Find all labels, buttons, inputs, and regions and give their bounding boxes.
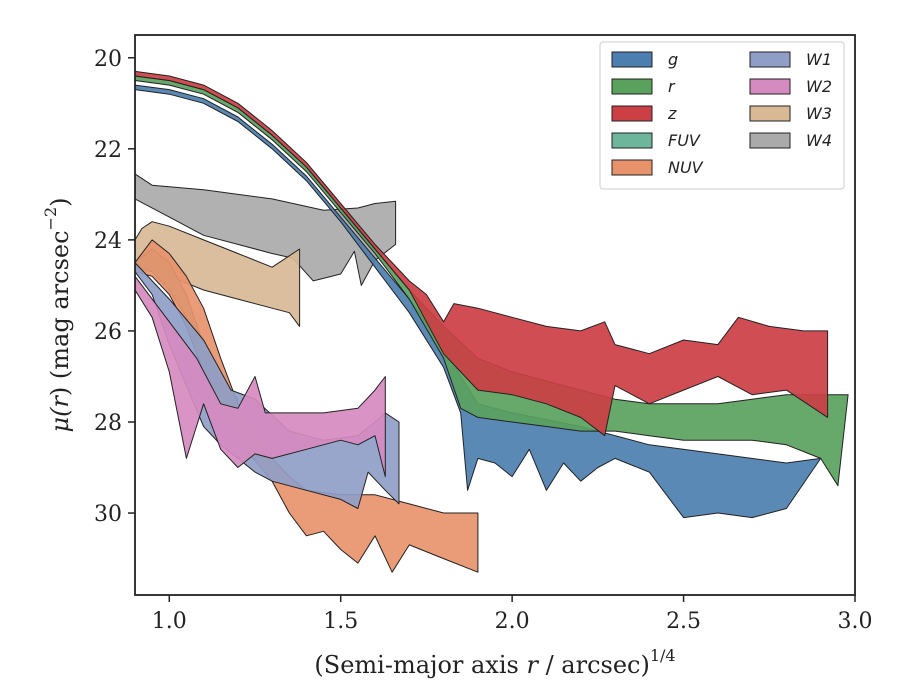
- x-axis-title-main: (Semi-major axis: [314, 651, 526, 679]
- y-tick-label: 26: [94, 320, 122, 345]
- legend-label-z: z: [667, 104, 677, 123]
- legend-label-w3: W3: [806, 104, 832, 123]
- band-z: [134, 70, 829, 437]
- bands: [134, 70, 849, 573]
- band-w4: [134, 173, 397, 286]
- y-axis-title-tail: ) (mag arcsec: [46, 230, 74, 396]
- legend-swatch-z: [611, 105, 653, 122]
- legend-label-w4: W4: [806, 131, 832, 150]
- x-tick-label: 3.0: [838, 609, 873, 634]
- legend-swatch-w2: [749, 78, 791, 95]
- legend-swatch-g: [611, 51, 653, 68]
- legend-swatch-w4: [749, 132, 791, 149]
- band-w2: [134, 275, 386, 478]
- legend-swatch-w3: [749, 105, 791, 122]
- y-axis-title-main: μ(: [46, 407, 74, 433]
- legend-swatch-r: [611, 78, 653, 95]
- legend-items: grz FUV NUV W1 W2 W3 W4: [611, 50, 832, 177]
- x-tick-label: 1.0: [152, 609, 187, 634]
- legend-label-r: r: [668, 77, 676, 96]
- legend-swatch-fuv: [611, 132, 653, 149]
- legend-label-w1: W1: [806, 50, 832, 69]
- y-axis-title-close: ): [46, 197, 74, 206]
- x-axis-title-tail: / arcsec): [538, 651, 650, 679]
- y-axis-title-exp: −2: [41, 207, 60, 231]
- x-axis-ticks: 1.0 1.5 2.0 2.5 3.0: [152, 595, 873, 634]
- y-tick-label: 28: [94, 411, 122, 436]
- y-tick-label: 24: [94, 229, 122, 254]
- legend-swatch-nuv: [611, 159, 653, 176]
- y-tick-label: 20: [94, 47, 122, 72]
- x-tick-label: 2.0: [495, 609, 530, 634]
- legend-swatch-w1: [749, 51, 791, 68]
- legend: grz FUV NUV W1 W2 W3 W4: [599, 41, 845, 190]
- y-axis-title-var: r: [46, 395, 74, 408]
- legend-label-nuv: NUV: [668, 158, 704, 177]
- plot-frame: [134, 34, 856, 596]
- x-axis-title: (Semi-major axis r / arcsec)1/4: [314, 646, 675, 679]
- legend-label-w2: W2: [806, 77, 832, 96]
- x-tick-label: 2.5: [666, 609, 701, 634]
- y-axis-title: μ(r) (mag arcsec−2): [41, 197, 74, 432]
- x-axis-title-var: r: [526, 651, 539, 679]
- x-axis-title-exp: 1/4: [650, 646, 676, 665]
- x-tick-label: 1.5: [323, 609, 358, 634]
- legend-label-fuv: FUV: [668, 131, 701, 150]
- y-tick-label: 30: [94, 502, 122, 527]
- legend-label-g: g: [668, 50, 678, 69]
- y-tick-label: 22: [94, 138, 122, 163]
- band-g: [134, 84, 822, 519]
- y-axis-ticks: 20 22 24 26 28 30: [94, 47, 135, 527]
